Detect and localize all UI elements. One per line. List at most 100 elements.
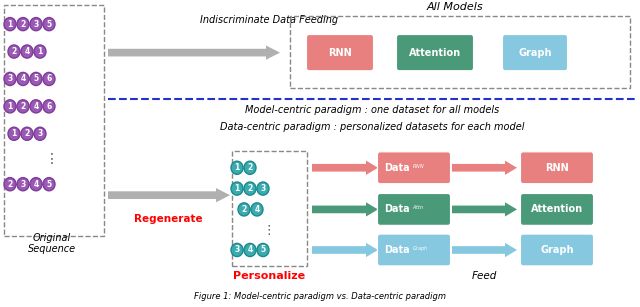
FancyBboxPatch shape [520,234,593,266]
Circle shape [30,72,42,86]
Text: Data-centric paradigm : personalized datasets for each model: Data-centric paradigm : personalized dat… [220,122,524,132]
Text: Feed: Feed [471,271,497,281]
Text: $_{Attn}$: $_{Attn}$ [412,204,424,212]
Text: ⋮: ⋮ [263,224,275,237]
Text: Model-centric paradigm : one dataset for all models: Model-centric paradigm : one dataset for… [245,105,499,115]
Circle shape [8,45,20,58]
Circle shape [4,178,16,191]
Polygon shape [108,45,280,60]
Text: 4: 4 [33,102,38,111]
Text: 3: 3 [234,246,239,255]
Polygon shape [452,243,517,257]
Text: 1: 1 [234,184,239,193]
Polygon shape [312,161,378,175]
Polygon shape [108,188,230,202]
Polygon shape [312,243,378,257]
Circle shape [43,100,55,113]
FancyBboxPatch shape [397,35,474,71]
Text: 6: 6 [46,102,52,111]
Text: 5: 5 [33,74,38,84]
Text: 1: 1 [8,102,13,111]
Text: 2: 2 [248,184,253,193]
Text: 3: 3 [8,74,13,84]
Circle shape [244,161,256,174]
Text: 5: 5 [47,20,52,29]
Circle shape [30,100,42,113]
Text: RNN: RNN [328,48,352,58]
Circle shape [238,203,250,216]
Polygon shape [452,202,517,216]
Text: 1: 1 [8,20,13,29]
Text: $_{RNN}$: $_{RNN}$ [412,162,425,171]
Bar [290,17,630,88]
Text: Indiscriminate Data Feeding: Indiscriminate Data Feeding [200,15,338,25]
Text: 4: 4 [20,74,26,84]
Circle shape [244,182,256,195]
Polygon shape [312,202,378,216]
Circle shape [251,203,263,216]
Circle shape [34,127,46,140]
Text: 2: 2 [8,180,13,189]
Text: $_{Graph}$: $_{Graph}$ [412,244,429,254]
Polygon shape [452,161,517,175]
Circle shape [8,127,20,140]
Bar [232,151,307,266]
Circle shape [231,182,243,195]
Text: Data: Data [385,245,410,255]
Text: 4: 4 [254,205,260,214]
FancyBboxPatch shape [378,193,451,225]
Text: 3: 3 [20,180,26,189]
Circle shape [34,45,46,58]
Text: 3: 3 [37,129,43,138]
Text: 4: 4 [24,47,29,56]
Text: 3: 3 [260,184,266,193]
Text: Figure 1: Model-centric paradigm vs. Data-centric paradigm: Figure 1: Model-centric paradigm vs. Dat… [194,292,446,301]
Text: Original
Sequence: Original Sequence [28,233,76,254]
Text: Data: Data [385,204,410,214]
Text: ⋮: ⋮ [45,152,59,166]
FancyBboxPatch shape [520,152,593,184]
Text: Data: Data [385,163,410,173]
Text: 3: 3 [33,20,38,29]
Text: All Models: All Models [427,2,483,12]
FancyBboxPatch shape [307,35,374,71]
FancyBboxPatch shape [520,193,593,225]
Text: 2: 2 [20,20,26,29]
Bar [4,6,104,236]
Circle shape [30,17,42,31]
Circle shape [257,182,269,195]
Circle shape [4,17,16,31]
Circle shape [244,243,256,257]
Circle shape [231,243,243,257]
Text: 4: 4 [33,180,38,189]
Circle shape [17,178,29,191]
Text: 2: 2 [20,102,26,111]
Text: 1: 1 [234,163,239,172]
Circle shape [30,178,42,191]
Text: 4: 4 [248,246,253,255]
Text: RNN: RNN [545,163,569,173]
Text: Graph: Graph [518,48,552,58]
Text: 2: 2 [24,129,29,138]
Text: Graph: Graph [540,245,573,255]
Text: 2: 2 [248,163,253,172]
Circle shape [21,127,33,140]
Circle shape [43,178,55,191]
Circle shape [17,17,29,31]
Text: 1: 1 [12,129,17,138]
Text: 5: 5 [47,180,52,189]
Circle shape [21,45,33,58]
Text: 5: 5 [260,246,266,255]
Text: 6: 6 [46,74,52,84]
Text: 2: 2 [12,47,17,56]
Text: Regenerate: Regenerate [134,214,202,224]
Circle shape [4,72,16,86]
Circle shape [4,100,16,113]
FancyBboxPatch shape [378,152,451,184]
Circle shape [17,100,29,113]
Text: 2: 2 [241,205,246,214]
Circle shape [43,72,55,86]
Circle shape [231,161,243,174]
FancyBboxPatch shape [378,234,451,266]
Circle shape [17,72,29,86]
